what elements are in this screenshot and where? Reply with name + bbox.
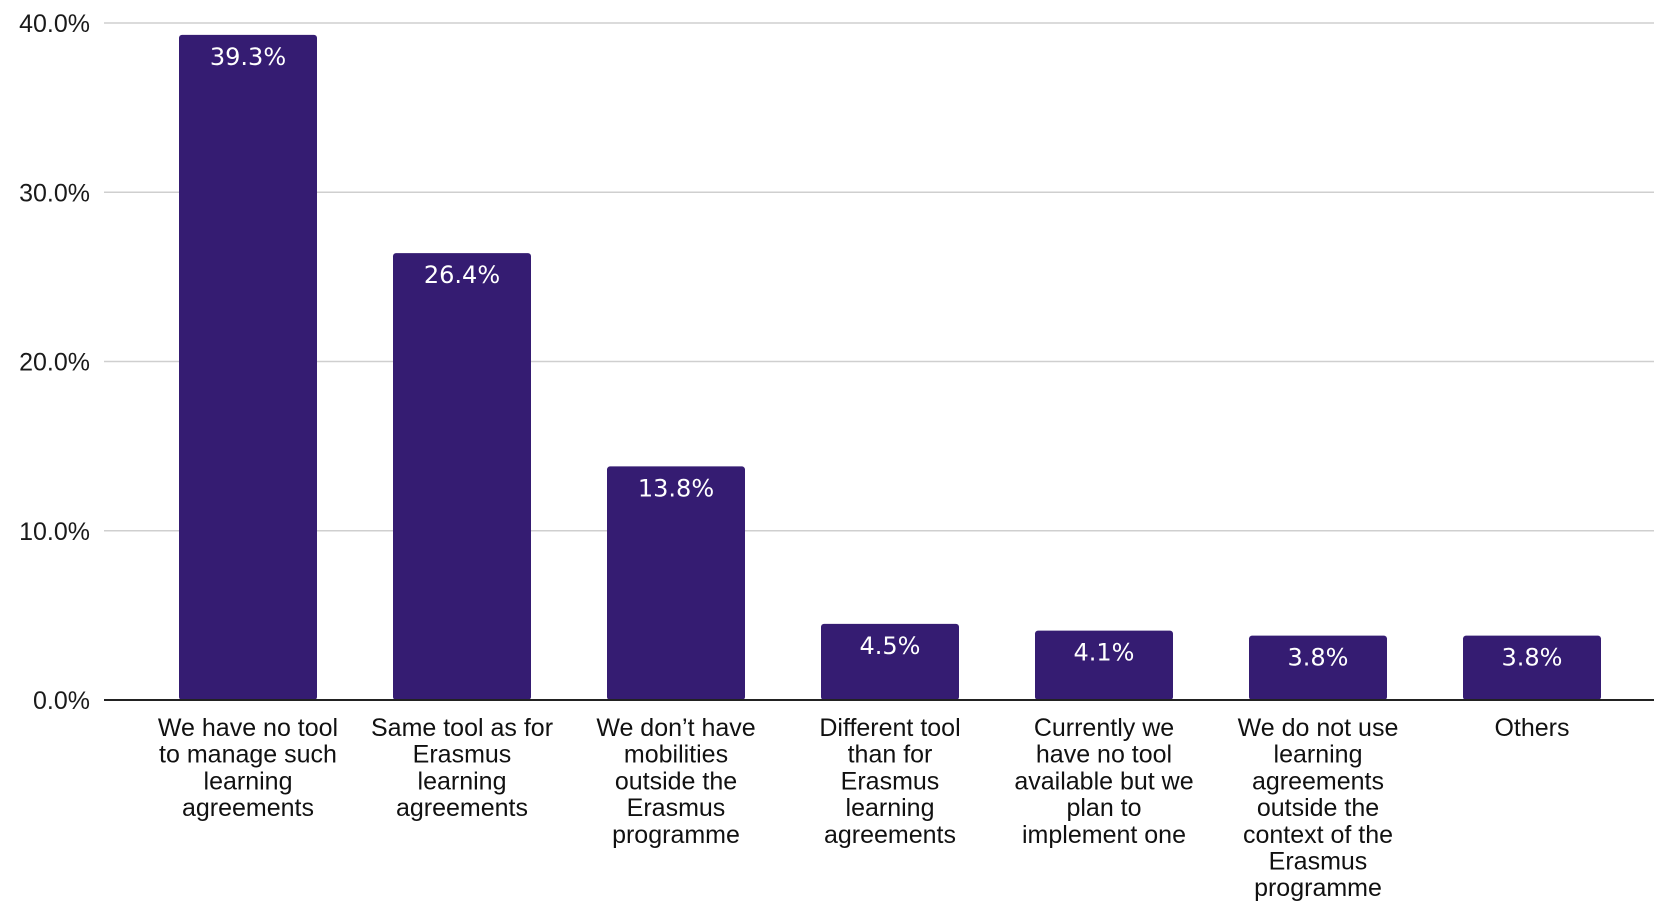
x-tick-label-line: outside the bbox=[615, 767, 737, 795]
gridlines bbox=[104, 22, 1654, 532]
x-tick-label-line: agreements bbox=[396, 794, 528, 822]
bar bbox=[1035, 630, 1173, 700]
x-tick-label-line: agreements bbox=[824, 821, 956, 849]
x-tick-label-line: We do not use bbox=[1238, 714, 1399, 742]
x-tick-label-line: learning bbox=[1274, 741, 1363, 769]
x-tick-label-line: Erasmus bbox=[627, 794, 726, 822]
y-axis-tick-labels: 0.0% 10.0% 20.0% 30.0% 40.0% bbox=[19, 10, 90, 715]
x-tick-label: Others bbox=[1494, 714, 1569, 742]
x-tick-label-line: Same tool as for bbox=[371, 714, 553, 742]
x-tick-label-line: mobilities bbox=[624, 741, 728, 769]
y-tick-label: 20.0% bbox=[19, 349, 90, 377]
x-tick-label-line: learning bbox=[418, 767, 507, 795]
x-tick-label-line: agreements bbox=[1252, 767, 1384, 795]
bar bbox=[1463, 635, 1601, 700]
data-label: 4.1% bbox=[1074, 639, 1135, 667]
data-label: 26.4% bbox=[424, 261, 500, 289]
x-tick-label-line: We have no tool bbox=[158, 714, 338, 742]
x-tick-label: Same tool as forErasmuslearningagreement… bbox=[371, 714, 553, 822]
bar bbox=[821, 623, 959, 700]
x-tick-label-line: Different tool bbox=[819, 714, 960, 742]
x-tick-label-line: Others bbox=[1494, 714, 1569, 742]
x-tick-label-line: have no tool bbox=[1036, 741, 1172, 769]
bar bbox=[393, 253, 531, 700]
x-tick-label-line: Erasmus bbox=[413, 741, 512, 769]
x-tick-label-line: We don’t have bbox=[596, 714, 755, 742]
x-tick-label-line: agreements bbox=[182, 794, 314, 822]
x-tick-label-line: context of the bbox=[1243, 821, 1393, 849]
x-tick-label-line: Erasmus bbox=[841, 767, 940, 795]
x-tick-label-line: programme bbox=[612, 821, 740, 849]
x-tick-label-line: Currently we bbox=[1034, 714, 1174, 742]
y-tick-label: 10.0% bbox=[19, 518, 90, 546]
data-label: 3.8% bbox=[1288, 644, 1349, 672]
data-label: 4.5% bbox=[860, 632, 921, 660]
y-tick-label: 30.0% bbox=[19, 179, 90, 207]
bar bbox=[179, 34, 317, 701]
x-tick-label-line: programme bbox=[1254, 874, 1382, 902]
bar bbox=[1249, 635, 1387, 700]
x-tick-label-line: learning bbox=[846, 794, 935, 822]
data-label: 3.8% bbox=[1502, 644, 1563, 672]
x-tick-label-line: than for bbox=[848, 741, 933, 769]
y-tick-label: 0.0% bbox=[33, 687, 90, 715]
bars bbox=[179, 34, 1601, 701]
y-tick-label: 40.0% bbox=[19, 10, 90, 38]
x-tick-label-line: learning bbox=[204, 767, 293, 795]
x-tick-label-line: outside the bbox=[1257, 794, 1379, 822]
x-tick-label-line: available but we bbox=[1014, 767, 1193, 795]
data-label: 39.3% bbox=[210, 43, 286, 71]
x-tick-label-line: to manage such bbox=[159, 741, 337, 769]
data-labels: 39.3% 26.4% 13.8% 4.5% 4.1% 3.8% 3.8% bbox=[210, 43, 1563, 672]
data-label: 13.8% bbox=[638, 474, 714, 502]
bar bbox=[607, 466, 745, 700]
x-tick-label-line: implement one bbox=[1022, 821, 1186, 849]
x-tick-label-line: Erasmus bbox=[1269, 848, 1368, 876]
x-tick-label-line: plan to bbox=[1066, 794, 1141, 822]
